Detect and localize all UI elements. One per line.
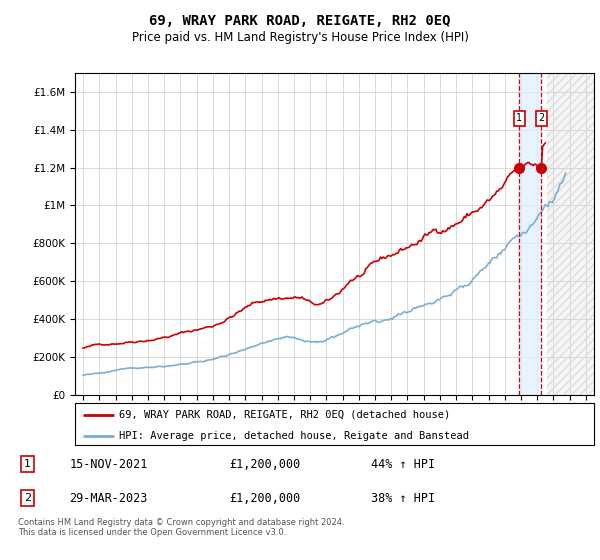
Text: £1,200,000: £1,200,000 bbox=[229, 458, 300, 470]
Text: 44% ↑ HPI: 44% ↑ HPI bbox=[371, 458, 436, 470]
Text: £1,200,000: £1,200,000 bbox=[229, 492, 300, 505]
Bar bbox=[547, 73, 594, 395]
Text: 2: 2 bbox=[24, 493, 31, 503]
Text: 2: 2 bbox=[538, 113, 544, 123]
Text: 69, WRAY PARK ROAD, REIGATE, RH2 0EQ: 69, WRAY PARK ROAD, REIGATE, RH2 0EQ bbox=[149, 14, 451, 28]
Text: HPI: Average price, detached house, Reigate and Banstead: HPI: Average price, detached house, Reig… bbox=[119, 431, 469, 441]
Text: Contains HM Land Registry data © Crown copyright and database right 2024.
This d: Contains HM Land Registry data © Crown c… bbox=[18, 518, 344, 538]
Text: 15-NOV-2021: 15-NOV-2021 bbox=[70, 458, 148, 470]
Text: 69, WRAY PARK ROAD, REIGATE, RH2 0EQ (detached house): 69, WRAY PARK ROAD, REIGATE, RH2 0EQ (de… bbox=[119, 410, 451, 420]
Text: Price paid vs. HM Land Registry's House Price Index (HPI): Price paid vs. HM Land Registry's House … bbox=[131, 31, 469, 44]
Text: 29-MAR-2023: 29-MAR-2023 bbox=[70, 492, 148, 505]
Text: 38% ↑ HPI: 38% ↑ HPI bbox=[371, 492, 436, 505]
Text: 1: 1 bbox=[24, 459, 31, 469]
Bar bbox=[519, 73, 541, 395]
Text: 1: 1 bbox=[516, 113, 522, 123]
Bar bbox=[547, 73, 594, 395]
